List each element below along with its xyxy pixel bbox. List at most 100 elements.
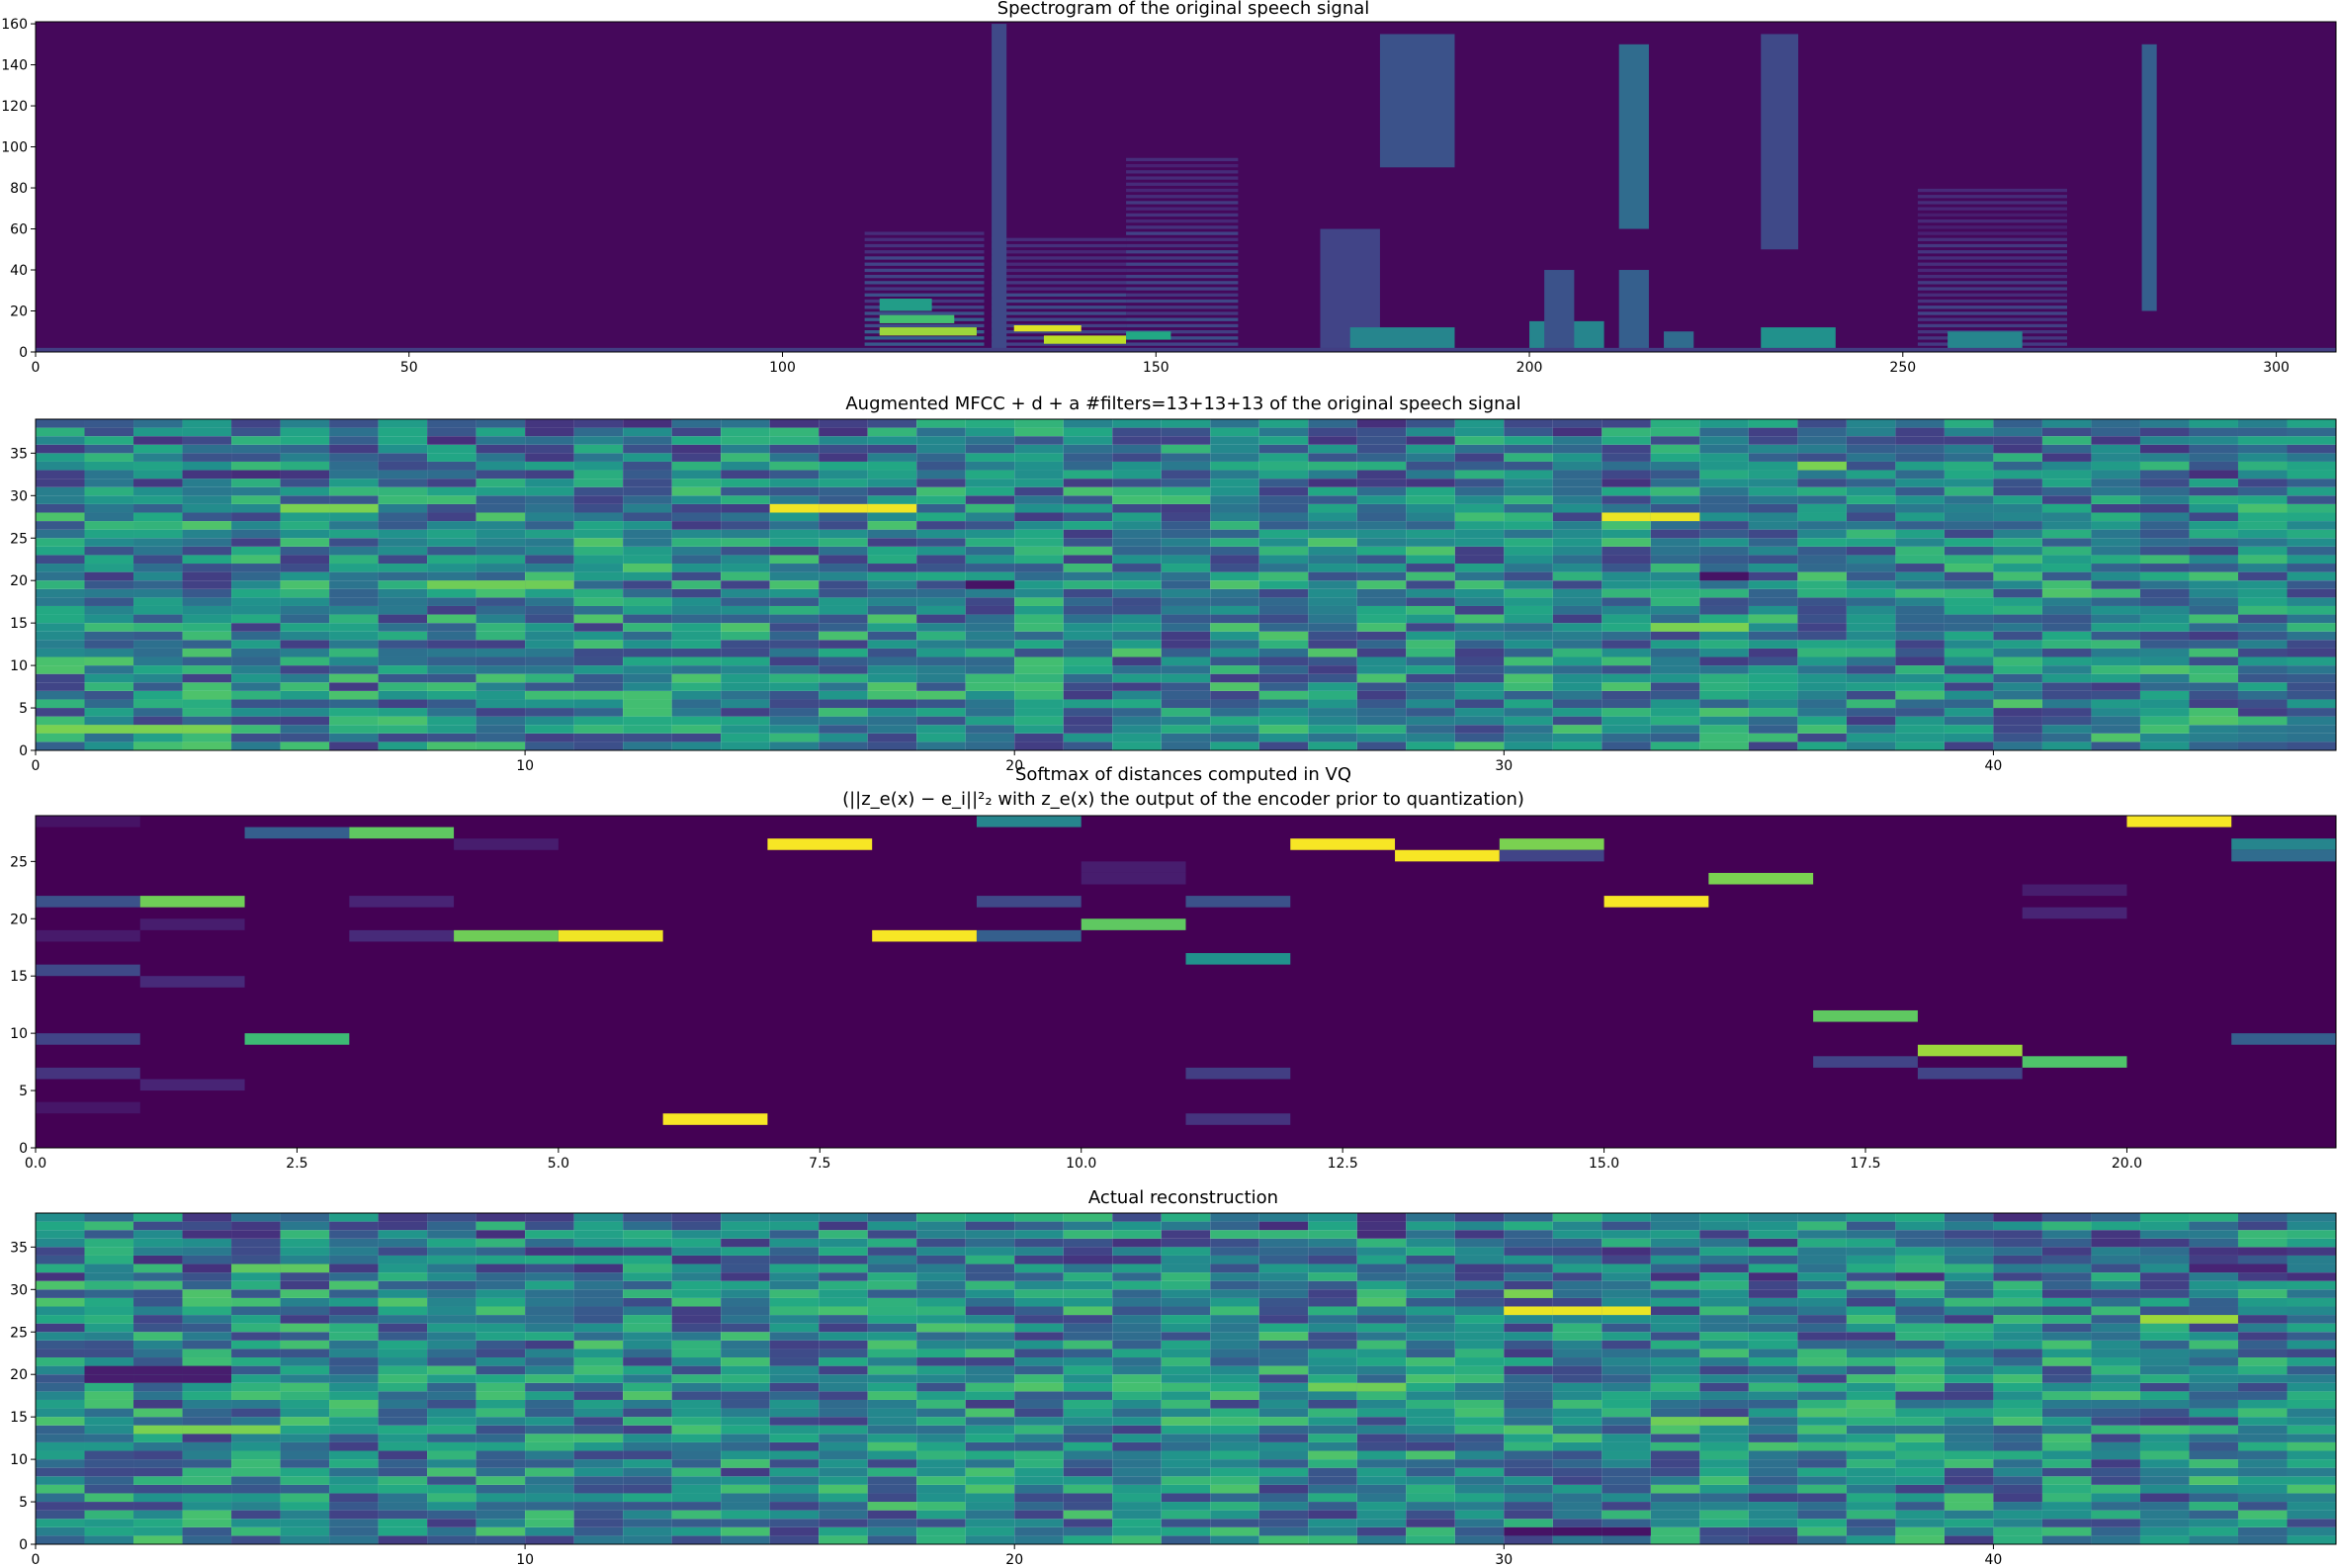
heatmap-cell: [378, 580, 428, 589]
heatmap-cell: [2189, 1484, 2238, 1494]
heatmap-cell: [2189, 1391, 2238, 1400]
heatmap-cell: [476, 546, 526, 556]
heatmap-cell: [329, 1425, 379, 1435]
heatmap-cell: [182, 725, 232, 734]
heatmap-cell: [378, 708, 428, 717]
heatmap-cell: [1258, 648, 1309, 657]
heatmap-cell: [1112, 461, 1162, 471]
heatmap-cell: [965, 495, 1015, 504]
heatmap-cell: [84, 1332, 134, 1341]
x-tick-label: 40: [1985, 1552, 2003, 1568]
heatmap-cell: [525, 588, 574, 598]
heatmap-cell: [2189, 1255, 2238, 1264]
heatmap-cell: [1846, 623, 1896, 632]
heatmap-cell: [2139, 503, 2190, 513]
heatmap-cell: [2041, 1340, 2092, 1350]
heatmap-cell: [1308, 1238, 1357, 1248]
heatmap-cell: [476, 580, 526, 589]
heatmap-cell: [36, 1476, 85, 1485]
heatmap-cell: [84, 682, 134, 691]
heatmap-cell: [182, 1357, 232, 1366]
heatmap-cell: [84, 648, 134, 657]
heatmap-cell: [1308, 564, 1357, 572]
heatmap-cell: [2189, 1374, 2238, 1383]
heatmap-cell: [1454, 461, 1505, 471]
heatmap-cell: [2287, 470, 2336, 479]
heatmap-cell: [1063, 1272, 1113, 1281]
heatmap-cell: [133, 538, 183, 547]
heatmap-cell: [769, 1408, 820, 1418]
heatmap-cell: [1406, 690, 1455, 700]
heatmap-cell: [1063, 1417, 1113, 1426]
heatmap-cell: [231, 1365, 281, 1375]
heatmap-cell: [525, 529, 574, 539]
heatmap-cell: [819, 1280, 868, 1290]
heatmap-cell: [1210, 486, 1259, 496]
heatmap-cell: [1944, 529, 1994, 539]
heatmap-cell: [2237, 1340, 2288, 1350]
heatmap-cell: [2189, 521, 2238, 530]
heatmap-cell: [2091, 1399, 2140, 1409]
heatmap-cell: [1846, 1255, 1896, 1264]
heatmap-cell: [1112, 699, 1162, 709]
y-tick-label: 20: [10, 1367, 28, 1383]
heatmap-cell: [1308, 733, 1357, 742]
heatmap-cell: [819, 1315, 868, 1324]
heatmap-cell: [1797, 725, 1847, 734]
heatmap-cell: [1993, 503, 2042, 513]
heatmap-cell: [1504, 555, 1553, 565]
heatmap-cell: [623, 1493, 672, 1503]
heatmap-cell: [819, 1408, 868, 1418]
heatmap-cell: [721, 546, 770, 556]
heatmap-cell: [1552, 436, 1602, 445]
heatmap-cell: [1504, 1399, 1553, 1409]
heatmap-cell: [1552, 605, 1602, 615]
heatmap-cell: [671, 597, 722, 606]
heatmap-cell: [671, 605, 722, 615]
heatmap-cell: [182, 1417, 232, 1426]
heatmap-cell: [1650, 640, 1700, 649]
heatmap-cell: [2041, 1391, 2092, 1400]
heatmap-cell: [2189, 605, 2238, 615]
heatmap-cell: [1797, 521, 1847, 530]
heatmap-cell: [1454, 571, 1505, 581]
heatmap-cell: [1210, 716, 1259, 726]
heatmap-cell: [1014, 699, 1064, 709]
heatmap-cell: [2287, 495, 2336, 504]
heatmap-cell: [2091, 479, 2140, 487]
heatmap-cell: [1993, 623, 2042, 632]
heatmap-cell: [1356, 1306, 1407, 1316]
heatmap-cell: [2139, 682, 2190, 691]
heatmap-cell: [231, 665, 281, 674]
heatmap-cell: [671, 741, 722, 750]
heatmap-cell: [1210, 1323, 1259, 1333]
heatmap-cell: [1014, 1450, 1064, 1460]
heatmap-cell: [1797, 1425, 1847, 1435]
heatmap-cell: [1944, 1510, 1994, 1520]
heatmap-cell: [1993, 419, 2042, 428]
heatmap-cell: [623, 708, 672, 717]
heatmap-cell: [1650, 1502, 1700, 1511]
x-tick-label: 17.5: [1850, 1156, 1880, 1172]
heatmap-cell: [1356, 640, 1407, 649]
heatmap-cell: [1161, 648, 1211, 657]
heatmap-cell: [1406, 716, 1455, 726]
heatmap-cell: [1748, 1230, 1798, 1239]
heatmap-cell: [1308, 1526, 1357, 1536]
heatmap-cell: [1258, 725, 1309, 734]
heatmap-cell: [1308, 529, 1357, 539]
heatmap-cell: [1308, 588, 1357, 598]
heatmap-cell: [1014, 453, 1064, 462]
heatmap-cell: [1993, 614, 2042, 624]
heatmap-cell: [2287, 1349, 2336, 1358]
spectrogram-band: [1126, 287, 1239, 291]
heatmap-cell: [2139, 546, 2190, 556]
heatmap-cell: [2237, 1365, 2288, 1375]
heatmap-cell: [867, 538, 917, 547]
heatmap-cell: [1504, 461, 1553, 471]
heatmap-cell: [1797, 1535, 1847, 1544]
heatmap-cell: [1161, 597, 1211, 606]
heatmap-cell: [1552, 1230, 1602, 1239]
heatmap-cell: [1112, 725, 1162, 734]
spectrogram-band: [2141, 44, 2157, 311]
